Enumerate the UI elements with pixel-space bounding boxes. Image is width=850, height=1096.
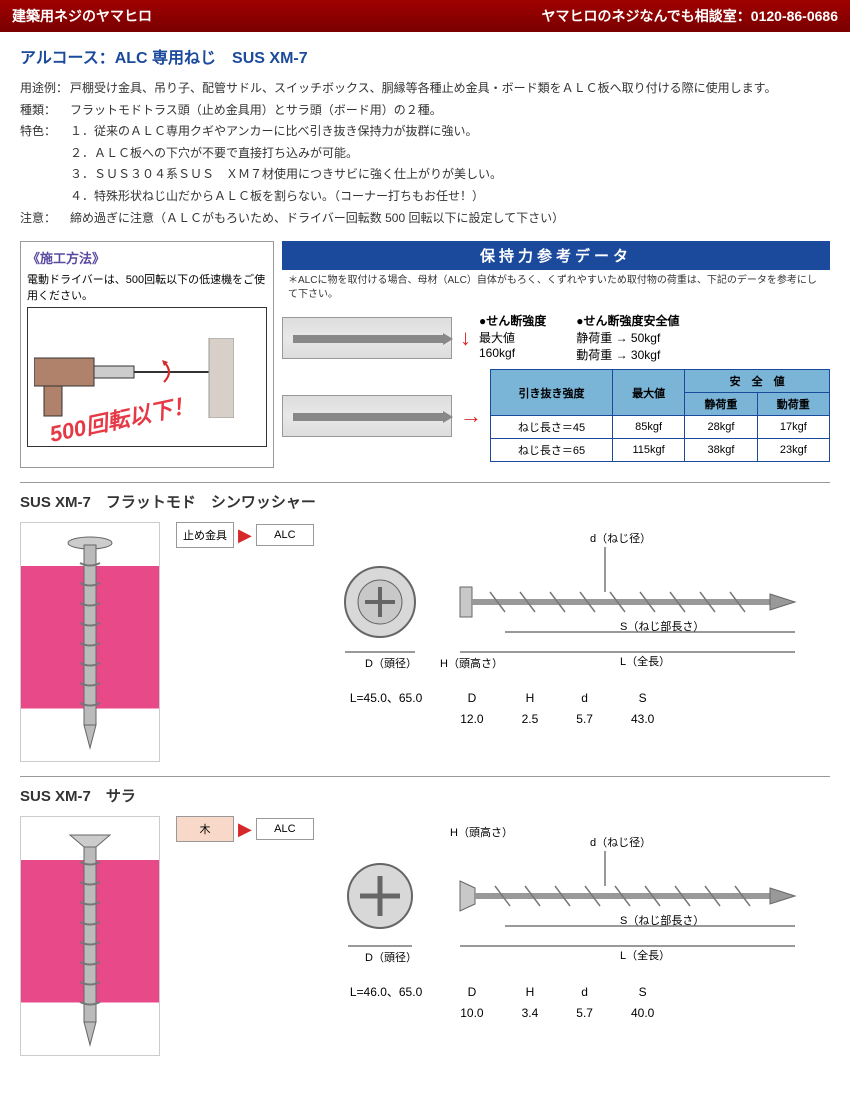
method-title: 《施工方法》 bbox=[27, 248, 267, 267]
dimension-area-1: D（頭径） d（ねじ径） H（頭高さ） S（ねじ部長さ） L（全長 bbox=[330, 522, 830, 762]
mat2: ALC bbox=[256, 818, 314, 840]
strength-table: 引き抜き強度 最大値 安 全 値 静荷重 動荷重 ねじ長さ＝45 85kgf 2… bbox=[490, 369, 830, 462]
svg-text:S（ねじ部長さ）: S（ねじ部長さ） bbox=[620, 913, 704, 927]
screw-num-2: No.2 bbox=[27, 1003, 50, 1015]
method-text: 電動ドライバーは、500回転以下の低速機をご使用ください。 bbox=[27, 271, 267, 303]
screw-photo-1: No.1 bbox=[20, 522, 160, 762]
svg-text:S（ねじ部長さ）: S（ねじ部長さ） bbox=[620, 619, 704, 633]
svg-text:L（全長）: L（全長） bbox=[620, 948, 670, 962]
material-flow-2: 木 ▶ ALC bbox=[176, 816, 314, 842]
pull-row: → 引き抜き強度 最大値 安 全 値 静荷重 動荷重 ねじ長さ＝45 85kgf bbox=[282, 369, 830, 462]
feat1: １．従来のＡＬＣ専用クギやアンカーに比べ引き抜き保持力が抜群に強い。 bbox=[70, 124, 478, 138]
feat4: ４．特殊形状ねじ山だからＡＬＣ板を割らない。（コーナー打ちもお任せ！） bbox=[70, 186, 830, 208]
svg-text:d（ねじ径）: d（ねじ径） bbox=[590, 532, 651, 545]
drill-diagram: 500回転以下！ bbox=[27, 307, 267, 447]
screw-shear-diagram bbox=[282, 317, 452, 359]
usage-label: 用途例： bbox=[20, 78, 70, 100]
screw-num-1: No.1 bbox=[27, 709, 50, 721]
feat3: ３．ＳＵＳ３０４系ＳＵＳ ＸＭ７材使用につきサビに強く仕上がりが美しい。 bbox=[70, 164, 830, 186]
material-flow-1: 止め金具 ▶ ALC bbox=[176, 522, 314, 548]
svg-text:d（ねじ径）: d（ねじ径） bbox=[590, 836, 651, 849]
section-sara: SUS XM-7 サラ No.2 木 ▶ bbox=[20, 776, 830, 1056]
arrow-icon: ▶ bbox=[238, 525, 252, 546]
mat2: ALC bbox=[256, 524, 314, 546]
right-arrow-icon: → bbox=[460, 403, 482, 429]
header-right: ヤマヒロのネジなんでも相談室：0120-86-0686 bbox=[542, 6, 839, 26]
screw-pull-diagram bbox=[282, 395, 452, 437]
shear-values: ●せん断強度 最大値 160kgf ●せん断強度安全値 静荷重 → 50kgf … bbox=[479, 312, 680, 363]
screw-photo-2: No.2 bbox=[20, 816, 160, 1056]
feat2: ２．ＡＬＣ板への下穴が不要で直接打ち込みが可能。 bbox=[70, 143, 830, 165]
th-stat: 静荷重 bbox=[685, 393, 757, 416]
dim-table-1: L=45.0、65.0 D H d S 12.0 2.5 5.7 43.0 bbox=[330, 685, 675, 730]
svg-text:H（頭高さ）: H（頭高さ） bbox=[450, 825, 513, 839]
dimension-diagram-1: D（頭径） d（ねじ径） H（頭高さ） S（ねじ部長さ） L（全長 bbox=[330, 522, 810, 672]
th-safe: 安 全 値 bbox=[685, 370, 830, 393]
svg-text:D（頭径）: D（頭径） bbox=[365, 951, 417, 964]
down-arrow-icon: ↓ bbox=[460, 325, 471, 351]
sec2-title: SUS XM-7 サラ bbox=[20, 785, 830, 806]
shear-row2a: 静荷重 → 50kgf bbox=[576, 329, 679, 346]
feat-label: 特色： bbox=[20, 121, 70, 143]
content: アルコース：ALC 専用ねじ SUS XM-7 用途例：戸棚受け金具、吊り子、配… bbox=[0, 32, 850, 1068]
caution-text: 締め過ぎに注意（ＡＬＣがもろいため、ドライバー回転数 500 回転以下に設定して… bbox=[70, 211, 564, 225]
shear-row: ↓ ●せん断強度 最大値 160kgf ●せん断強度安全値 静荷重 → 50kg… bbox=[282, 312, 830, 363]
type-label: 種類： bbox=[20, 100, 70, 122]
th-max: 最大値 bbox=[612, 370, 684, 416]
shear-val1: 160kgf bbox=[479, 346, 546, 360]
header-left: 建築用ネジのヤマヒロ bbox=[12, 6, 152, 26]
svg-text:H（頭高さ）: H（頭高さ） bbox=[440, 656, 503, 670]
shear-label1: ●せん断強度 bbox=[479, 312, 546, 329]
diagram-row: 《施工方法》 電動ドライバーは、500回転以下の低速機をご使用ください。 500… bbox=[20, 241, 830, 468]
mat1: 止め金具 bbox=[176, 522, 234, 548]
usage-text: 戸棚受け金具、吊り子、配管サドル、スイッチボックス、胴縁等各種止め金具・ボード類… bbox=[70, 81, 776, 95]
dim-table-2: L=46.0、65.0 D H d S 10.0 3.4 5.7 40.0 bbox=[330, 979, 675, 1024]
table-row: ねじ長さ＝45 85kgf 28kgf 17kgf bbox=[491, 416, 830, 439]
caution-label: 注意： bbox=[20, 208, 70, 230]
section-flatmod: SUS XM-7 フラットモド シンワッシャー No.1 止め金具 bbox=[20, 482, 830, 762]
th-dyn: 動荷重 bbox=[757, 393, 829, 416]
svg-text:L（全長）: L（全長） bbox=[620, 654, 670, 668]
type-text: フラットモドトラス頭（止め金具用）とサラ頭（ボード用）の２種。 bbox=[70, 103, 442, 117]
shear-label2: ●せん断強度安全値 bbox=[576, 312, 679, 329]
page-header: 建築用ネジのヤマヒロ ヤマヒロのネジなんでも相談室：0120-86-0686 bbox=[0, 0, 850, 32]
data-header: 保持力参考データ bbox=[282, 241, 830, 270]
dimension-diagram-2: D（頭径） H（頭高さ） d（ねじ径） S（ねじ部長さ） L（全長 bbox=[330, 816, 810, 966]
th-pull: 引き抜き強度 bbox=[491, 370, 613, 416]
page-title: アルコース：ALC 専用ねじ SUS XM-7 bbox=[20, 44, 830, 68]
screw-vertical-icon bbox=[65, 827, 115, 1047]
sec1-title: SUS XM-7 フラットモド シンワッシャー bbox=[20, 491, 830, 512]
data-note: ＊ALCに物を取付ける場合、母材（ALC）自体がもろく、くずれやすいため取付物の… bbox=[282, 270, 830, 306]
screw-vertical-icon bbox=[65, 533, 115, 753]
svg-text:D（頭径）: D（頭径） bbox=[365, 657, 417, 670]
method-panel: 《施工方法》 電動ドライバーは、500回転以下の低速機をご使用ください。 500… bbox=[20, 241, 274, 468]
table-row: ねじ長さ＝65 115kgf 38kgf 23kgf bbox=[491, 439, 830, 462]
arrow-icon: ▶ bbox=[238, 819, 252, 840]
mat1: 木 bbox=[176, 816, 234, 842]
data-panel: 保持力参考データ ＊ALCに物を取付ける場合、母材（ALC）自体がもろく、くずれ… bbox=[282, 241, 830, 468]
shear-row2b: 動荷重 → 30kgf bbox=[576, 346, 679, 363]
shear-label1b: 最大値 bbox=[479, 329, 546, 346]
dimension-area-2: D（頭径） H（頭高さ） d（ねじ径） S（ねじ部長さ） L（全長 bbox=[330, 816, 830, 1056]
description: 用途例：戸棚受け金具、吊り子、配管サドル、スイッチボックス、胴縁等各種止め金具・… bbox=[20, 78, 830, 229]
